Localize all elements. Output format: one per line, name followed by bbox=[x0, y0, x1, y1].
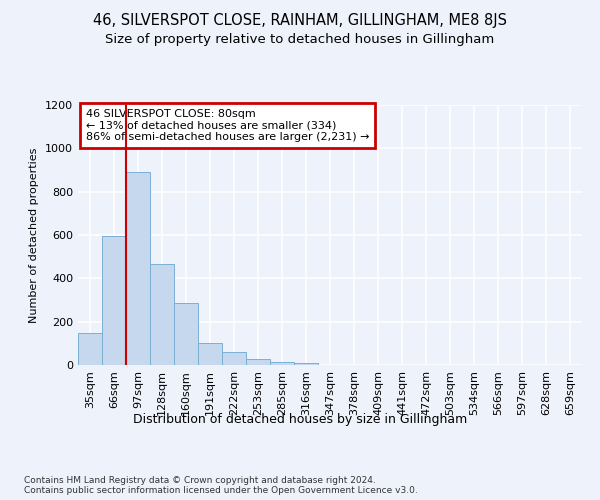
Bar bbox=[222, 352, 246, 365]
Bar bbox=[294, 363, 318, 365]
Text: Distribution of detached houses by size in Gillingham: Distribution of detached houses by size … bbox=[133, 412, 467, 426]
Text: 46, SILVERSPOT CLOSE, RAINHAM, GILLINGHAM, ME8 8JS: 46, SILVERSPOT CLOSE, RAINHAM, GILLINGHA… bbox=[93, 12, 507, 28]
Bar bbox=[174, 303, 198, 365]
Bar bbox=[78, 332, 102, 365]
Bar bbox=[150, 264, 174, 365]
Text: 46 SILVERSPOT CLOSE: 80sqm
← 13% of detached houses are smaller (334)
86% of sem: 46 SILVERSPOT CLOSE: 80sqm ← 13% of deta… bbox=[86, 109, 369, 142]
Y-axis label: Number of detached properties: Number of detached properties bbox=[29, 148, 40, 322]
Text: Size of property relative to detached houses in Gillingham: Size of property relative to detached ho… bbox=[106, 32, 494, 46]
Bar bbox=[246, 358, 270, 365]
Bar bbox=[126, 172, 150, 365]
Bar bbox=[198, 344, 222, 365]
Bar bbox=[102, 236, 126, 365]
Text: Contains HM Land Registry data © Crown copyright and database right 2024.
Contai: Contains HM Land Registry data © Crown c… bbox=[24, 476, 418, 495]
Bar bbox=[270, 362, 294, 365]
